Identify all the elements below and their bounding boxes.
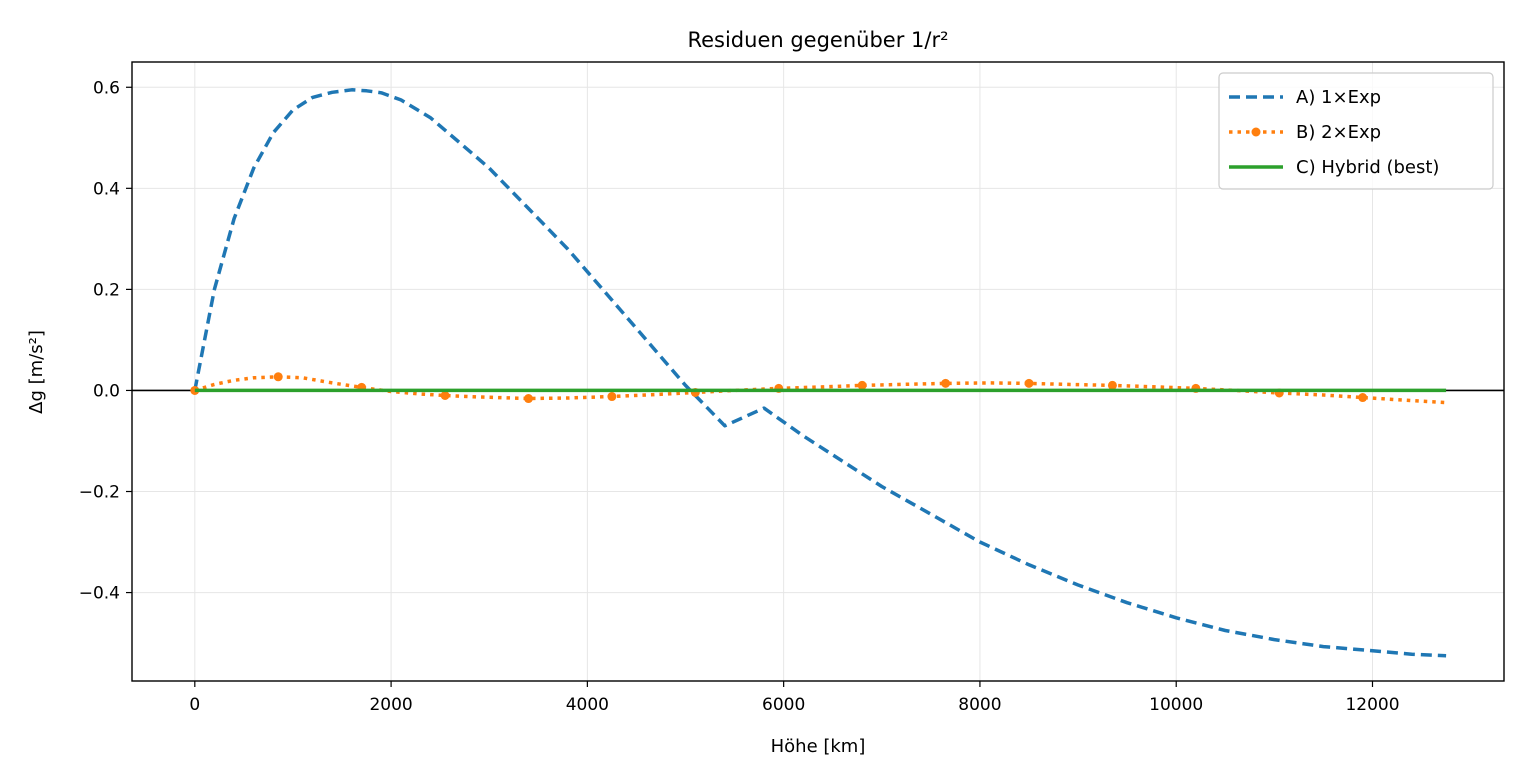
series-2-marker — [440, 391, 450, 401]
y-axis-label: Δg [m/s²] — [26, 330, 47, 414]
series-2-marker — [1024, 378, 1034, 388]
x-axis-label: Höhe [km] — [771, 736, 866, 757]
y-axis-ticks: −0.4 −0.2 0.0 0.2 0.4 0.6 — [79, 78, 132, 604]
legend-label-3: C) Hybrid (best) — [1296, 157, 1439, 178]
legend-label-1: A) 1×Exp — [1296, 87, 1381, 108]
x-tick-label: 10000 — [1149, 695, 1203, 715]
series-group — [190, 88, 1447, 658]
x-tick-label: 2000 — [369, 695, 412, 715]
series-2-marker — [523, 394, 533, 404]
x-tick-label: 6000 — [762, 695, 805, 715]
series-2-marker — [607, 392, 617, 402]
series-line-1 — [193, 88, 1447, 658]
y-tick-label: 0.2 — [93, 280, 120, 300]
series-2-marker — [1107, 380, 1117, 390]
legend-box — [1218, 72, 1494, 190]
x-tick-label: 12000 — [1345, 695, 1399, 715]
y-tick-label: 0.0 — [93, 381, 120, 401]
legend-marker-2 — [1251, 127, 1261, 137]
y-tick-label: −0.2 — [79, 483, 120, 503]
series-2-marker — [1358, 393, 1368, 403]
x-axis-ticks: 0 2000 4000 6000 8000 10000 12000 — [189, 681, 1400, 715]
chart-title: Residuen gegenüber 1/r² — [687, 28, 948, 52]
legend-label-2: B) 2×Exp — [1296, 122, 1381, 143]
series-line-2 — [194, 375, 1447, 405]
x-tick-label: 8000 — [958, 695, 1001, 715]
axes-border — [131, 61, 1505, 682]
x-tick-label: 0 — [189, 695, 200, 715]
axes-frame — [131, 61, 1505, 682]
series-2-marker — [941, 378, 951, 388]
x-tick-label: 4000 — [566, 695, 609, 715]
y-tick-label: 0.6 — [93, 78, 120, 98]
series-2-marker — [273, 372, 283, 382]
series-2-marker — [857, 380, 867, 390]
grid — [132, 62, 1504, 681]
y-tick-label: 0.4 — [93, 179, 120, 199]
legend: A) 1×Exp B) 2×Exp C) Hybrid (best) — [1218, 72, 1494, 190]
y-tick-label: −0.4 — [79, 584, 120, 604]
